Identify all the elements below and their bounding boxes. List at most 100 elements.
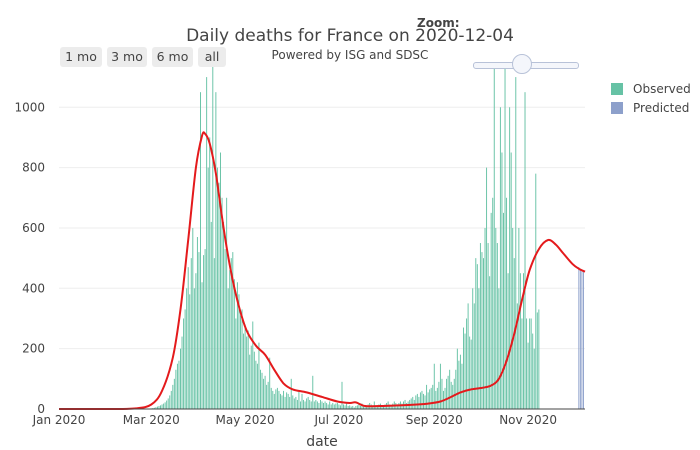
legend-item-predicted[interactable]: Predicted (611, 101, 689, 115)
observed-bar[interactable] (214, 258, 215, 409)
zoom-slider-handle[interactable] (512, 54, 532, 74)
observed-bar[interactable] (437, 388, 438, 409)
observed-bar[interactable] (334, 404, 335, 409)
observed-bar[interactable] (215, 92, 216, 409)
observed-bar[interactable] (454, 379, 455, 409)
observed-bar[interactable] (489, 276, 490, 409)
observed-bar[interactable] (417, 394, 418, 409)
predicted-bar[interactable] (583, 272, 584, 409)
observed-bar[interactable] (248, 331, 249, 409)
observed-bar[interactable] (278, 391, 279, 409)
observed-bar[interactable] (358, 404, 359, 409)
observed-bar[interactable] (494, 62, 495, 409)
observed-bar[interactable] (160, 405, 161, 409)
observed-bar[interactable] (315, 400, 316, 409)
observed-bar[interactable] (511, 153, 512, 409)
observed-bar[interactable] (431, 388, 432, 409)
observed-bar[interactable] (428, 392, 429, 409)
observed-bar[interactable] (468, 303, 469, 409)
observed-bar[interactable] (203, 255, 204, 409)
observed-bar[interactable] (271, 388, 272, 409)
observed-bar[interactable] (331, 404, 332, 409)
observed-bar[interactable] (192, 228, 193, 409)
observed-bar[interactable] (446, 379, 447, 409)
observed-bar[interactable] (320, 400, 321, 409)
observed-bar[interactable] (280, 394, 281, 409)
observed-bar[interactable] (174, 379, 175, 409)
predicted-bar[interactable] (578, 267, 579, 409)
observed-bar[interactable] (421, 391, 422, 409)
observed-bars[interactable] (151, 62, 540, 409)
observed-bar[interactable] (282, 395, 283, 409)
observed-bar[interactable] (451, 382, 452, 409)
observed-bar[interactable] (534, 349, 535, 409)
observed-bar[interactable] (251, 346, 252, 409)
observed-bar[interactable] (182, 337, 183, 409)
observed-bar[interactable] (217, 168, 218, 409)
observed-bar[interactable] (223, 222, 224, 409)
observed-bar[interactable] (465, 334, 466, 409)
observed-bar[interactable] (212, 62, 213, 409)
observed-bar[interactable] (411, 398, 412, 409)
observed-bar[interactable] (291, 379, 292, 409)
observed-bar[interactable] (257, 364, 258, 409)
observed-bar[interactable] (289, 397, 290, 409)
observed-bar[interactable] (343, 404, 344, 409)
observed-bar[interactable] (483, 258, 484, 409)
observed-bar[interactable] (260, 370, 261, 409)
observed-bar[interactable] (532, 334, 533, 409)
observed-bar[interactable] (481, 252, 482, 409)
observed-bar[interactable] (305, 401, 306, 409)
observed-bar[interactable] (175, 370, 176, 409)
observed-bar[interactable] (165, 402, 166, 409)
observed-bar[interactable] (226, 198, 227, 409)
observed-bar[interactable] (537, 312, 538, 409)
observed-bar[interactable] (263, 379, 264, 409)
observed-bar[interactable] (298, 391, 299, 409)
observed-bar[interactable] (466, 318, 467, 409)
observed-bar[interactable] (329, 401, 330, 409)
observed-bar[interactable] (461, 364, 462, 409)
observed-bar[interactable] (486, 168, 487, 409)
observed-bar[interactable] (480, 243, 481, 409)
observed-bar[interactable] (497, 243, 498, 409)
observed-bar[interactable] (242, 309, 243, 409)
observed-bar[interactable] (471, 340, 472, 409)
observed-bar[interactable] (531, 318, 532, 409)
observed-bar[interactable] (526, 318, 527, 409)
observed-bar[interactable] (418, 397, 419, 409)
observed-bar[interactable] (202, 282, 203, 409)
observed-bar[interactable] (234, 279, 235, 409)
observed-bar[interactable] (432, 385, 433, 409)
observed-bar[interactable] (478, 288, 479, 409)
observed-bar[interactable] (275, 389, 276, 409)
observed-bar[interactable] (529, 318, 530, 409)
observed-bar[interactable] (435, 391, 436, 409)
observed-bar[interactable] (262, 373, 263, 409)
observed-bar[interactable] (498, 288, 499, 409)
observed-bar[interactable] (328, 404, 329, 409)
observed-bar[interactable] (309, 400, 310, 409)
observed-bar[interactable] (509, 107, 510, 409)
observed-bar[interactable] (272, 391, 273, 409)
observed-bar[interactable] (528, 343, 529, 409)
observed-bar[interactable] (449, 370, 450, 409)
observed-bar[interactable] (308, 397, 309, 409)
observed-bar[interactable] (229, 270, 230, 409)
observed-bar[interactable] (332, 403, 333, 409)
observed-bar[interactable] (311, 401, 312, 409)
observed-bar[interactable] (183, 318, 184, 409)
observed-bar[interactable] (189, 294, 190, 409)
observed-bar[interactable] (208, 168, 209, 409)
observed-bar[interactable] (521, 318, 522, 409)
observed-bar[interactable] (297, 400, 298, 409)
observed-bar[interactable] (231, 258, 232, 409)
observed-bar[interactable] (220, 153, 221, 409)
observed-bar[interactable] (265, 376, 266, 409)
observed-bar[interactable] (197, 237, 198, 409)
observed-bar[interactable] (460, 355, 461, 409)
observed-bar[interactable] (177, 364, 178, 409)
observed-bar[interactable] (225, 249, 226, 409)
observed-bar[interactable] (218, 183, 219, 409)
observed-bar[interactable] (323, 403, 324, 409)
